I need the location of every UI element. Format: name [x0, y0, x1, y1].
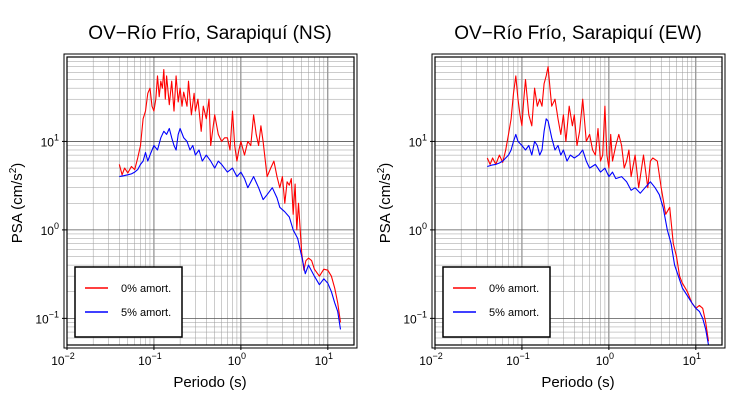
series-line-1 — [119, 127, 342, 330]
series-line-0 — [486, 66, 710, 342]
legend-label-1: 5% amort. — [121, 307, 171, 319]
plot-area: 10−2 10−1 100 101 10−1 100 101 0% amort. 5% amor… — [403, 53, 726, 368]
y-tick-label: 100 — [41, 221, 59, 238]
x-tick-label: 10−2 — [419, 351, 443, 368]
plot-frame-outer — [431, 53, 726, 349]
series-line-1 — [487, 118, 710, 346]
legend-label-0: 0% amort. — [489, 283, 539, 295]
legend-label-1: 5% amort. — [489, 307, 539, 319]
x-tick-label: 10−2 — [51, 351, 75, 368]
x-tick-label: 101 — [315, 351, 333, 368]
plot-frame-outer — [63, 53, 358, 349]
series-line-0 — [118, 68, 342, 323]
chart-title: OV−Río Frío, Sarapiquí (NS) — [88, 23, 331, 44]
y-tick-label: 10−1 — [35, 309, 59, 326]
y-tick-label: 100 — [409, 221, 427, 238]
legend-label-0: 0% amort. — [121, 283, 171, 295]
x-tick-label: 100 — [596, 351, 614, 368]
x-axis-label: Periodo (s) — [173, 374, 246, 391]
plot-area: 10−2 10−1 100 101 10−1 100 101 0% amort. 5% amor… — [35, 53, 358, 368]
y-tick-label: 10−1 — [403, 309, 427, 326]
legend: 0% amort. 5% amort. — [74, 266, 183, 338]
x-tick-label: 100 — [228, 351, 246, 368]
plot-frame — [66, 56, 355, 346]
x-tick-label: 101 — [683, 351, 701, 368]
chart-title: OV−Río Frío, Sarapiquí (EW) — [454, 23, 702, 44]
x-tick-label: 10−1 — [506, 351, 530, 368]
legend-box — [442, 266, 551, 338]
y-axis-label: PSA (cm/s2) — [8, 163, 26, 244]
y-axis-label: PSA (cm/s2) — [376, 163, 394, 244]
plot-frame — [434, 56, 723, 346]
chart-panel-ns: OV−Río Frío, Sarapiquí (NS) 10−2 10−1 100 1… — [8, 23, 358, 391]
legend: 0% amort. 5% amort. — [442, 266, 551, 338]
y-tick-label: 101 — [409, 132, 427, 149]
x-axis-label: Periodo (s) — [541, 374, 614, 391]
legend-box — [74, 266, 183, 338]
y-tick-label: 101 — [41, 132, 59, 149]
x-tick-label: 10−1 — [138, 351, 162, 368]
chart-panel-ew: OV−Río Frío, Sarapiquí (EW) 10−2 10−1 100 1… — [376, 23, 726, 391]
